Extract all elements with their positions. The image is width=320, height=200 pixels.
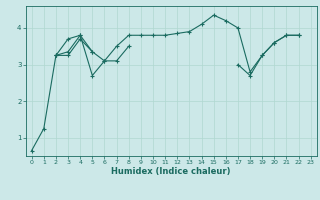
X-axis label: Humidex (Indice chaleur): Humidex (Indice chaleur) [111, 167, 231, 176]
